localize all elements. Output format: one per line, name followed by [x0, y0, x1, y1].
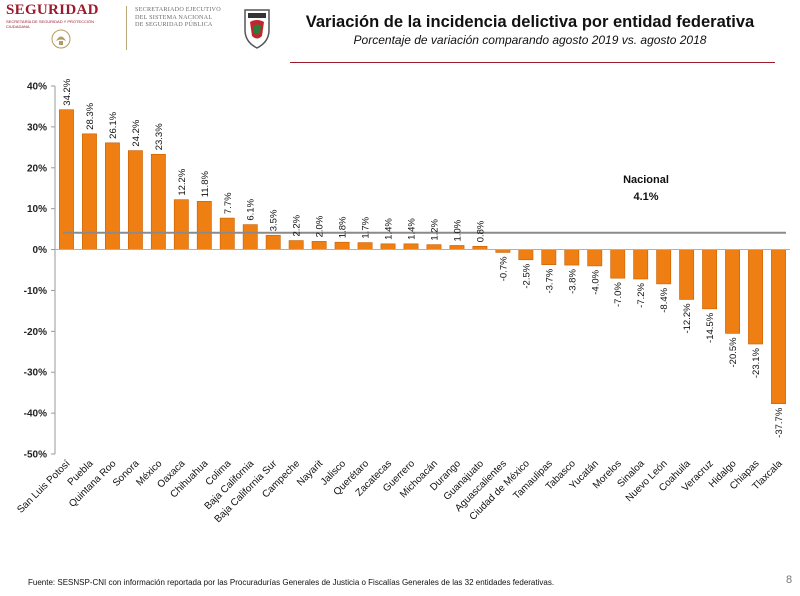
bar-14 [380, 243, 396, 250]
chart-subtitle: Porcentaje de variación comparando agost… [353, 33, 707, 47]
bar-chart: 40% 30% 20% 10% 0% -10% -20% -30% -40% -50% 34.2% S… [15, 78, 790, 525]
bar-26 [656, 249, 672, 285]
data-label: -23.1% [751, 347, 762, 378]
data-label: 0.8% [475, 220, 486, 242]
data-label: 24.2% [131, 119, 142, 146]
data-label: 1.2% [429, 218, 440, 240]
bar-3 [127, 150, 143, 250]
bar-12 [334, 241, 350, 250]
bar-28 [702, 249, 718, 310]
data-label: -4.0% [590, 269, 601, 294]
y-tick-label: 20% [27, 163, 47, 174]
y-tick-label: -50% [24, 450, 47, 461]
seguridad-logo-subtext: SECRETARÍA DE SEGURIDAD Y PROTECCIÓN CIU… [6, 19, 95, 29]
bar-23 [587, 249, 603, 267]
bar-31 [771, 249, 786, 405]
data-label: 1.7% [361, 216, 372, 238]
bar-8 [242, 224, 258, 250]
category-label: San Luis Potosí [15, 458, 72, 515]
bar-6 [196, 201, 212, 250]
bar-30 [748, 249, 763, 345]
data-label: -0.7% [498, 256, 509, 281]
labels-layer: 40% 30% 20% 10% 0% -10% -20% -30% -40% -50% 34.2% S… [15, 78, 785, 525]
data-label: 1.4% [407, 218, 418, 240]
bar-11 [311, 241, 327, 250]
data-label: 7.7% [223, 192, 234, 214]
data-label: 2.2% [292, 214, 303, 236]
national-value: 4.1% [633, 191, 658, 203]
police-shield-icon [244, 9, 270, 49]
category-label: Nayarit [295, 458, 325, 488]
national-label: Nacional [623, 174, 669, 186]
data-label: 2.0% [315, 215, 326, 237]
data-label: -2.5% [521, 263, 532, 288]
data-label: 26.1% [108, 111, 119, 138]
bar-29 [725, 249, 740, 334]
data-label: 6.1% [246, 198, 257, 220]
data-label: 1.0% [452, 219, 463, 241]
data-label: -7.2% [636, 282, 647, 307]
y-tick-label: 30% [27, 122, 47, 133]
bar-9 [265, 234, 281, 250]
y-tick-label: 0% [33, 245, 48, 256]
data-label: -3.7% [544, 268, 555, 293]
bar-10 [288, 240, 304, 250]
data-label: 34.2% [62, 78, 73, 105]
data-label: -14.5% [705, 312, 716, 343]
agency-line-1: SECRETARIADO EJECUTIVO [135, 6, 221, 13]
data-label: -8.4% [659, 287, 670, 312]
bar-0 [59, 109, 74, 250]
bar-15 [403, 243, 419, 250]
bar-5 [173, 199, 189, 250]
data-label: -12.2% [682, 303, 693, 334]
data-label: -3.8% [567, 269, 578, 294]
y-tick-label: -20% [24, 327, 47, 338]
data-label: 1.8% [338, 216, 349, 238]
sesnsp-logo: SECRETARIADO EJECUTIVO DEL SISTEMA NACIO… [126, 6, 236, 50]
data-label: 12.2% [177, 168, 188, 195]
bar-17 [449, 245, 465, 250]
bar-22 [564, 249, 580, 266]
page-number: 8 [786, 574, 793, 586]
chart-title: Variación de la incidencia delictiva por… [305, 13, 755, 31]
bar-7 [219, 217, 235, 250]
footer-source: Fuente: SESNSP-CNI con información repor… [28, 578, 555, 587]
bars-layer [59, 109, 786, 405]
axis-layer [51, 85, 790, 455]
data-label: 11.8% [200, 171, 211, 198]
bar-16 [426, 244, 442, 250]
y-tick-label: 10% [27, 204, 47, 215]
y-tick-label: -10% [24, 286, 47, 297]
bar-13 [357, 242, 373, 250]
seguridad-logo: SEGURIDAD SECRETARÍA DE SEGURIDAD Y PROT… [6, 2, 118, 56]
bar-20 [518, 249, 534, 261]
eagle-seal-icon [51, 29, 71, 49]
agency-line-3: DE SEGURIDAD PÚBLICA [135, 21, 213, 29]
data-label: 23.3% [154, 123, 165, 150]
data-label: -20.5% [728, 337, 739, 368]
bar-21 [541, 249, 557, 265]
bar-24 [610, 249, 626, 279]
y-tick-label: 40% [27, 82, 47, 93]
bar-4 [150, 153, 166, 250]
y-tick-label: -40% [24, 409, 47, 420]
bar-27 [679, 249, 695, 300]
data-label: 3.5% [269, 209, 280, 231]
header-divider [290, 62, 775, 63]
data-label: -37.7% [774, 407, 785, 438]
bar-25 [633, 249, 649, 280]
data-label: 1.4% [384, 218, 395, 240]
y-tick-label: -30% [24, 368, 47, 379]
data-label: 28.3% [85, 102, 96, 129]
agency-line-2: DEL SISTEMA NACIONAL [135, 13, 213, 21]
seguridad-logo-text: SEGURIDAD [6, 2, 99, 18]
data-label: -7.0% [613, 282, 624, 307]
header: SEGURIDAD SECRETARÍA DE SEGURIDAD Y PROT… [0, 0, 800, 66]
